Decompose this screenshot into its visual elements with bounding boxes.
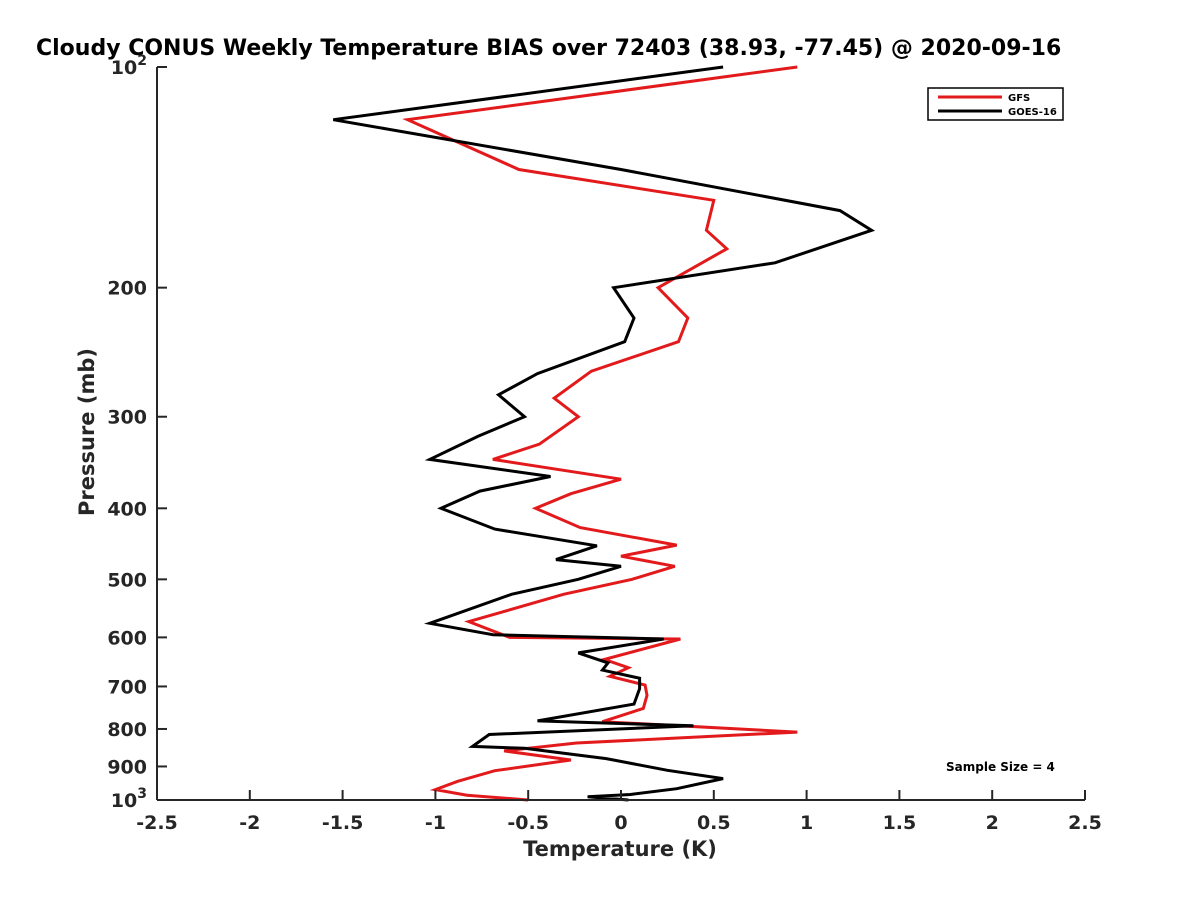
legend-label: GFS <box>1008 93 1030 104</box>
x-tick-label: 2.5 <box>1068 812 1102 834</box>
x-tick-label: 2 <box>986 812 999 834</box>
legend-box <box>927 87 1064 121</box>
y-tick-label: 400 <box>107 498 147 520</box>
x-tick-label: 0 <box>614 812 627 834</box>
x-tick-label: 0.5 <box>697 812 731 834</box>
y-tick-label: 800 <box>107 719 147 741</box>
x-axis-ticks: -2.5 -2 -1.5 -1 -0.5 0 0.5 1 1.5 2 2.5 <box>136 790 1102 834</box>
y-axis-label: Pressure (mb) <box>75 348 99 516</box>
x-tick-label: 1.5 <box>883 812 917 834</box>
series-line-gfs <box>402 65 798 802</box>
x-tick-label: -0.5 <box>507 812 549 834</box>
y-tick-label: 700 <box>107 676 147 698</box>
x-axis-label: Temperature (K) <box>523 837 717 861</box>
series-line-goes-16 <box>333 65 876 802</box>
axes <box>156 67 1085 801</box>
x-tick-label: 1 <box>800 812 813 834</box>
legend-label: GOES-16 <box>1008 107 1057 118</box>
x-tick-label: -1.5 <box>322 812 364 834</box>
y-tick-label: 500 <box>107 569 147 591</box>
x-tick-label: -2.5 <box>136 812 178 834</box>
x-tick-label: -1 <box>425 812 446 834</box>
y-tick-label: 300 <box>107 407 147 429</box>
legend: GFS GOES-16 <box>927 87 1064 121</box>
chart-title: Cloudy CONUS Weekly Temperature BIAS ove… <box>36 36 1061 61</box>
y-tick-label: 103 <box>111 786 147 812</box>
y-tick-label: 900 <box>107 756 147 778</box>
y-tick-label: 600 <box>107 627 147 649</box>
plot-lines <box>333 65 876 802</box>
y-axis-ticks: 102 200 300 400 500 600 700 800 900 103 <box>107 53 167 812</box>
sample-size-annotation: Sample Size = 4 <box>946 760 1055 774</box>
y-tick-label: 200 <box>107 278 147 300</box>
y-tick-label: 102 <box>111 53 147 79</box>
x-tick-label: -2 <box>239 812 260 834</box>
